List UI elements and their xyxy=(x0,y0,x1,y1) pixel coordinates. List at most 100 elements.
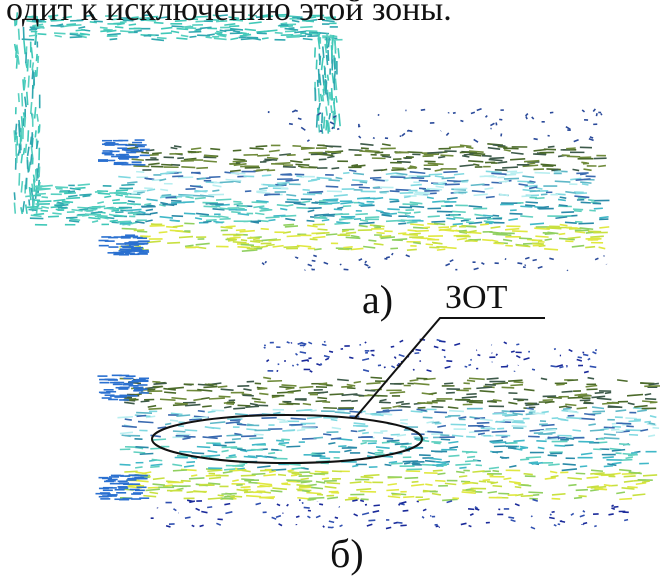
vector-arrow xyxy=(273,215,285,216)
vector-arrow xyxy=(459,467,466,468)
header-text: одит к исключению этой зоны. xyxy=(6,0,452,28)
vector-arrow xyxy=(165,423,171,424)
vector-arrow xyxy=(593,352,597,354)
vector-arrow xyxy=(365,342,366,343)
vector-arrow xyxy=(29,29,37,30)
vector-arrow xyxy=(220,219,231,220)
vector-arrow xyxy=(575,232,585,233)
vector-arrow xyxy=(144,204,151,205)
vector-arrow xyxy=(314,437,323,438)
vector-arrow xyxy=(417,501,419,502)
vector-arrow xyxy=(262,38,269,39)
vector-arrow xyxy=(378,450,384,451)
vector-arrow xyxy=(437,340,442,341)
vector-arrow xyxy=(166,526,170,527)
vector-arrow xyxy=(277,183,290,184)
vector-arrow xyxy=(281,439,290,440)
vector-arrow xyxy=(390,442,400,443)
vector-arrow xyxy=(428,216,440,217)
vector-arrow xyxy=(247,37,258,38)
vector-arrow xyxy=(224,30,235,31)
vector-arrow xyxy=(538,267,543,268)
vector-arrow xyxy=(201,512,207,513)
vector-arrow xyxy=(613,507,618,508)
vector-arrow xyxy=(438,473,446,474)
vector-arrow xyxy=(513,440,524,441)
vector-arrow xyxy=(648,435,655,436)
vector-arrow xyxy=(238,208,244,209)
vector-arrow xyxy=(327,156,334,157)
vector-arrow xyxy=(524,161,539,162)
vector-arrow xyxy=(556,384,564,385)
vector-arrow xyxy=(532,117,534,119)
vector-arrow xyxy=(452,435,463,436)
vector-arrow xyxy=(453,224,463,225)
vector-arrow xyxy=(37,114,38,122)
vector-arrow xyxy=(364,482,372,483)
vector-arrow xyxy=(365,217,379,218)
vector-arrow xyxy=(456,472,464,473)
vector-arrow xyxy=(27,160,28,172)
vector-arrow xyxy=(153,484,165,485)
vector-arrow xyxy=(278,475,286,476)
vector-arrow xyxy=(528,492,543,493)
vector-arrow xyxy=(331,527,333,528)
vector-arrow xyxy=(447,501,452,503)
vector-arrow xyxy=(514,483,521,484)
vector-arrow xyxy=(578,357,582,358)
vector-arrow xyxy=(54,33,65,34)
vector-arrow xyxy=(487,482,495,483)
vector-arrow xyxy=(624,476,636,477)
vector-arrow xyxy=(510,385,523,386)
vector-arrow xyxy=(66,198,80,199)
vector-arrow xyxy=(534,150,547,151)
vector-arrow xyxy=(550,471,557,472)
vector-arrow xyxy=(229,237,240,238)
vector-arrow xyxy=(284,247,300,248)
vector-arrow xyxy=(208,498,222,499)
vector-arrow xyxy=(359,204,373,205)
vector-arrow xyxy=(486,116,488,118)
vector-arrow xyxy=(431,407,443,408)
vector-arrow xyxy=(362,359,369,361)
vector-arrow xyxy=(386,173,397,174)
vector-arrow xyxy=(263,185,276,186)
vector-arrow xyxy=(98,193,110,194)
vector-arrow xyxy=(450,260,454,262)
vector-arrow xyxy=(559,234,566,235)
vector-arrow xyxy=(511,153,523,154)
vector-arrow xyxy=(521,496,533,497)
vector-arrow xyxy=(26,144,27,153)
vector-arrow xyxy=(230,496,242,497)
vector-arrow xyxy=(235,414,248,415)
vector-arrow xyxy=(347,388,356,389)
vector-arrow xyxy=(593,109,595,112)
vector-arrow xyxy=(608,514,613,515)
vector-arrow xyxy=(294,203,306,204)
vector-arrow xyxy=(534,139,538,140)
vector-arrow xyxy=(433,243,440,244)
vector-arrow xyxy=(478,433,485,434)
vector-arrow xyxy=(541,378,547,379)
vector-arrow xyxy=(485,385,496,386)
vector-arrow xyxy=(442,350,445,351)
vector-arrow xyxy=(486,197,495,198)
vector-arrow xyxy=(645,399,656,400)
vector-arrow xyxy=(107,34,121,35)
vector-arrow xyxy=(306,493,321,494)
vector-arrow xyxy=(254,434,264,435)
vector-arrow xyxy=(328,443,335,444)
vector-arrow xyxy=(316,364,320,366)
vector-arrow xyxy=(562,469,577,470)
vector-arrow xyxy=(322,478,329,479)
vector-arrow xyxy=(476,387,492,388)
vector-arrow xyxy=(125,419,132,420)
vector-arrow xyxy=(170,230,183,231)
vector-arrow xyxy=(31,102,32,114)
vector-arrow xyxy=(24,112,25,119)
vector-arrow xyxy=(360,500,364,501)
vector-arrow xyxy=(400,340,403,342)
vector-arrow xyxy=(323,526,324,528)
vector-arrow xyxy=(148,406,156,407)
vector-arrow xyxy=(493,215,499,216)
